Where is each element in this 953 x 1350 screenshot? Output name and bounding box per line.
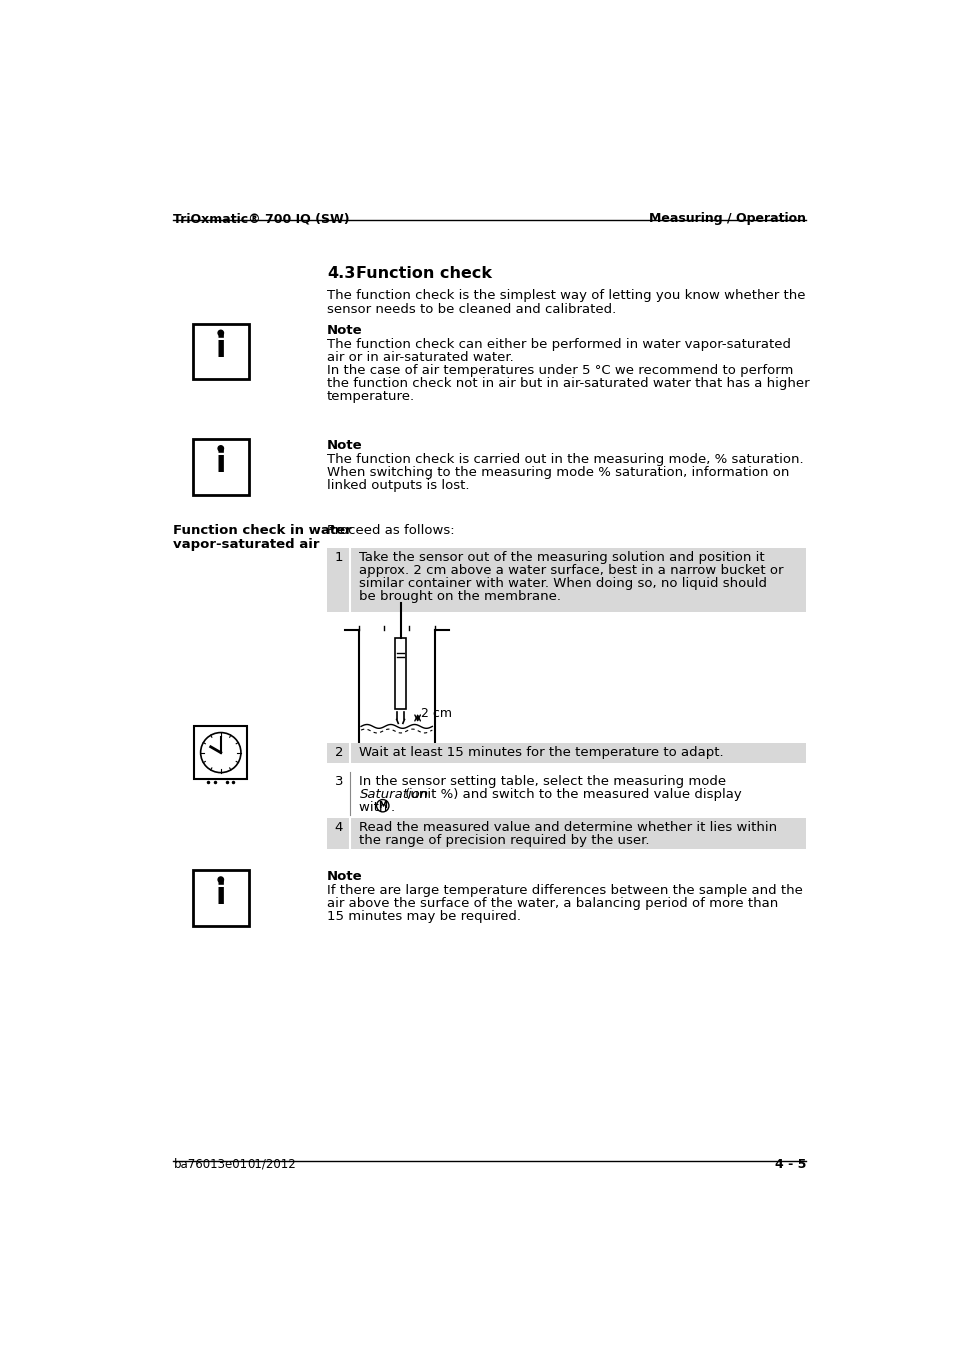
Text: Saturation: Saturation (359, 788, 428, 801)
Text: 3: 3 (335, 775, 343, 788)
Text: M: M (377, 801, 387, 810)
Circle shape (218, 331, 223, 336)
Text: the range of precision required by the user.: the range of precision required by the u… (359, 834, 649, 848)
Text: i: i (215, 450, 226, 478)
Text: 4: 4 (335, 821, 343, 834)
Text: i: i (215, 333, 226, 363)
Text: 4 - 5: 4 - 5 (774, 1158, 805, 1170)
Text: In the sensor setting table, select the measuring mode: In the sensor setting table, select the … (359, 775, 726, 788)
Bar (327, 818, 805, 849)
Text: If there are large temperature differences between the sample and the: If there are large temperature differenc… (327, 884, 802, 898)
Text: vapor-saturated air: vapor-saturated air (173, 537, 319, 551)
Bar (194, 726, 247, 779)
Text: 01/2012: 01/2012 (247, 1158, 295, 1170)
Text: In the case of air temperatures under 5 °C we recommend to perform: In the case of air temperatures under 5 … (327, 363, 793, 377)
Text: be brought on the membrane.: be brought on the membrane. (359, 590, 561, 603)
Bar (327, 548, 805, 613)
Text: similar container with water. When doing so, no liquid should: similar container with water. When doing… (359, 576, 767, 590)
Text: Proceed as follows:: Proceed as follows: (327, 524, 454, 537)
Text: .: . (390, 801, 395, 814)
Text: Wait at least 15 minutes for the temperature to adapt.: Wait at least 15 minutes for the tempera… (359, 747, 723, 760)
Bar (327, 744, 805, 763)
Bar (193, 324, 249, 379)
Text: When switching to the measuring mode % saturation, information on: When switching to the measuring mode % s… (327, 466, 788, 479)
Text: air or in air-saturated water.: air or in air-saturated water. (327, 351, 513, 363)
Text: Read the measured value and determine whether it lies within: Read the measured value and determine wh… (359, 821, 777, 834)
Text: sensor needs to be cleaned and calibrated.: sensor needs to be cleaned and calibrate… (327, 302, 616, 316)
Text: Note: Note (327, 439, 362, 452)
Bar (193, 439, 249, 494)
Text: 15 minutes may be required.: 15 minutes may be required. (327, 910, 520, 923)
Text: approx. 2 cm above a water surface, best in a narrow bucket or: approx. 2 cm above a water surface, best… (359, 564, 783, 576)
Text: 2 cm: 2 cm (421, 707, 452, 720)
Bar (395, 637, 406, 710)
Text: ba76013e01: ba76013e01 (173, 1158, 248, 1170)
Text: Take the sensor out of the measuring solution and position it: Take the sensor out of the measuring sol… (359, 551, 764, 564)
Text: Note: Note (327, 324, 362, 336)
Text: Function check: Function check (356, 266, 492, 281)
Text: (unit %) and switch to the measured value display: (unit %) and switch to the measured valu… (401, 788, 741, 801)
Text: The function check can either be performed in water vapor-saturated: The function check can either be perform… (327, 338, 790, 351)
Text: The function check is the simplest way of letting you know whether the: The function check is the simplest way o… (327, 289, 804, 302)
Text: The function check is carried out in the measuring mode, % saturation.: The function check is carried out in the… (327, 454, 802, 466)
Text: Measuring / Operation: Measuring / Operation (648, 212, 805, 225)
Text: air above the surface of the water, a balancing period of more than: air above the surface of the water, a ba… (327, 898, 778, 910)
Text: with: with (359, 801, 392, 814)
Bar (193, 871, 249, 926)
Text: temperature.: temperature. (327, 390, 415, 402)
Text: the function check not in air but in air-saturated water that has a higher: the function check not in air but in air… (327, 377, 809, 390)
Circle shape (218, 878, 223, 883)
Text: 4.3: 4.3 (327, 266, 355, 281)
Text: TriOxmatic® 700 IQ (SW): TriOxmatic® 700 IQ (SW) (173, 212, 350, 225)
Text: 1: 1 (335, 551, 343, 564)
Text: Function check in water: Function check in water (173, 524, 352, 537)
Text: Note: Note (327, 871, 362, 883)
Text: linked outputs is lost.: linked outputs is lost. (327, 479, 469, 493)
Circle shape (218, 446, 223, 451)
Text: 2: 2 (335, 747, 343, 760)
Text: i: i (215, 880, 226, 910)
